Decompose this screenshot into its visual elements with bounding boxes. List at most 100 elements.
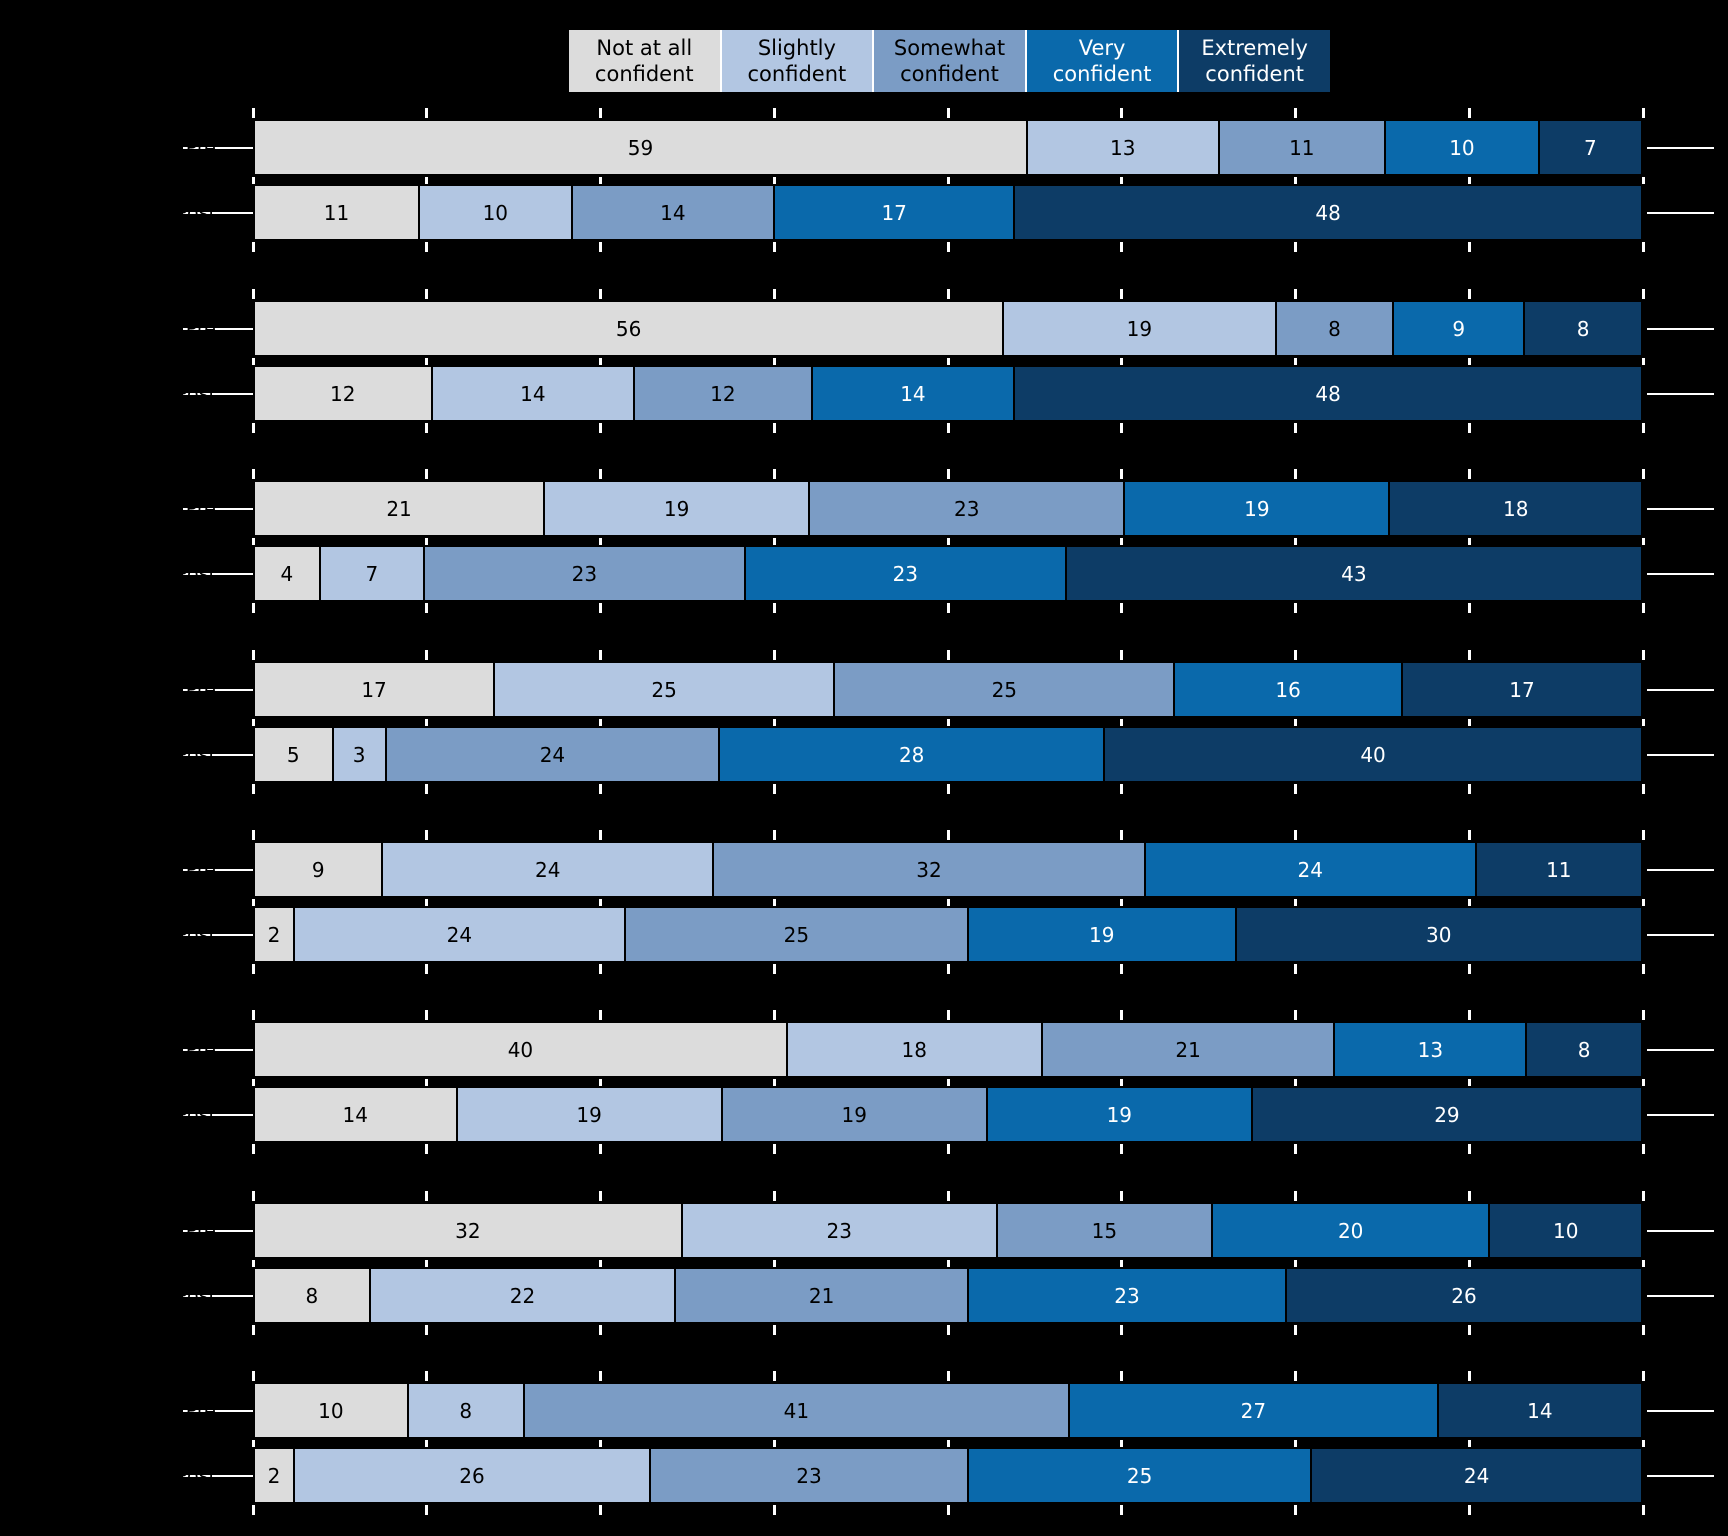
axis-tick (251, 1079, 255, 1086)
axis-tick (1641, 1505, 1645, 1515)
axis-tick (599, 784, 602, 794)
axis-tick (772, 1079, 776, 1086)
axis-tick (1120, 469, 1124, 479)
bar-segment-2: 24 (295, 908, 624, 961)
axis-tick (1641, 1144, 1645, 1154)
axis-tick (946, 242, 950, 252)
axis-tick (251, 1371, 255, 1381)
axis-tick (1120, 830, 1124, 840)
segment-value-label: 14 (1527, 1398, 1553, 1423)
bar-segment-4: 23 (969, 1269, 1286, 1322)
axis-tick (1294, 603, 1297, 613)
right-leader-line (1647, 146, 1714, 149)
axis-tick (1120, 1191, 1124, 1201)
row-label-tick-line (183, 146, 253, 149)
segment-value-label: 14 (520, 381, 546, 406)
bar-segment-4: 28 (720, 728, 1104, 781)
axis-tick (251, 1010, 255, 1020)
row-label-pre: Pre (150, 676, 253, 704)
segment-value-label: 56 (615, 316, 642, 341)
segment-value-label: 25 (651, 677, 677, 702)
segment-value-label: 25 (991, 677, 1018, 702)
axis-tick (946, 719, 950, 726)
segment-value-label: 21 (386, 496, 412, 521)
bar-segment-1: 8 (255, 1269, 369, 1322)
axis-tick (599, 108, 602, 118)
row-label-post: Post (150, 560, 253, 588)
axis-tick (946, 177, 950, 184)
row-label-tick-line (183, 1113, 253, 1116)
bar-row-pre-6: 40 18 21 13 8 (253, 1021, 1643, 1078)
bar-segment-1: 40 (255, 1023, 786, 1076)
row-label-tick-line (183, 1474, 253, 1477)
bar-segment-1: 32 (255, 1204, 681, 1257)
axis-tick (1120, 289, 1124, 299)
axis-tick (425, 1010, 429, 1020)
row-label-tick-line (183, 507, 253, 510)
segment-value-label: 40 (1360, 742, 1386, 767)
segment-value-label: 23 (954, 496, 980, 521)
row-label-tick-line (183, 392, 253, 395)
axis-tick (251, 1325, 255, 1335)
axis-tick (772, 1191, 776, 1201)
bar-segment-4: 19 (1125, 482, 1389, 535)
axis-tick (772, 358, 776, 365)
bar-row-pre-5: 9 24 32 24 11 (253, 841, 1643, 898)
axis-tick (599, 1191, 602, 1201)
axis-tick (425, 964, 429, 974)
row-label-pre-text: Pre (185, 317, 216, 340)
axis-tick (772, 719, 776, 726)
axis-tick (946, 1505, 950, 1515)
axis-tick (1641, 177, 1645, 184)
axis-tick (772, 964, 776, 974)
segment-value-label: 18 (1502, 496, 1529, 521)
axis-tick (1294, 1260, 1297, 1267)
axis-tick (425, 423, 429, 433)
axis-tick (946, 538, 950, 545)
axis-tick (599, 469, 602, 479)
right-leader-line (1647, 1229, 1714, 1232)
bar-segment-5: 8 (1525, 302, 1641, 355)
axis-tick (599, 242, 602, 252)
segment-value-label: 48 (1315, 381, 1341, 406)
axis-tick (425, 1371, 429, 1381)
axis-tick (1120, 719, 1124, 726)
segment-value-label: 8 (305, 1283, 319, 1308)
bar-segment-5: 48 (1015, 186, 1642, 239)
segment-value-label: 14 (900, 381, 926, 406)
axis-tick (1641, 1010, 1645, 1020)
segment-value-label: 14 (342, 1102, 368, 1127)
axis-tick (251, 964, 255, 974)
segment-value-label: 21 (808, 1283, 835, 1308)
axis-tick (425, 1079, 429, 1086)
bar-segment-1: 10 (255, 1384, 407, 1437)
bar-segment-4: 17 (775, 186, 1014, 239)
axis-tick (946, 603, 950, 613)
segment-value-label: 12 (710, 381, 736, 406)
right-leader-line (1647, 572, 1714, 575)
axis-tick (772, 1260, 776, 1267)
axis-tick (946, 784, 950, 794)
bar-segment-5: 48 (1015, 367, 1642, 420)
bar-row-post-4: 5 3 24 28 40 (253, 726, 1643, 783)
axis-tick (772, 650, 776, 660)
row-label-post-text: Post (176, 1284, 216, 1307)
row-label-post-text: Post (176, 743, 216, 766)
axis-tick (425, 603, 429, 613)
axis-tick (1467, 108, 1471, 118)
segment-value-label: 8 (1577, 1037, 1591, 1062)
axis-tick (251, 830, 255, 840)
bar-segment-1: 2 (255, 908, 293, 961)
axis-tick (946, 1079, 950, 1086)
axis-tick (251, 108, 255, 118)
right-leader-line (1647, 1048, 1714, 1051)
axis-tick (425, 289, 429, 299)
axis-tick (1294, 719, 1297, 726)
bar-segment-2: 14 (432, 367, 634, 420)
axis-tick (251, 289, 255, 299)
axis-tick (1467, 1371, 1471, 1381)
axis-tick (599, 1079, 602, 1086)
segment-value-label: 11 (1546, 857, 1572, 882)
bar-segment-1: 21 (255, 482, 544, 535)
bar-row-pre-2: 56 19 8 9 8 (253, 300, 1643, 357)
